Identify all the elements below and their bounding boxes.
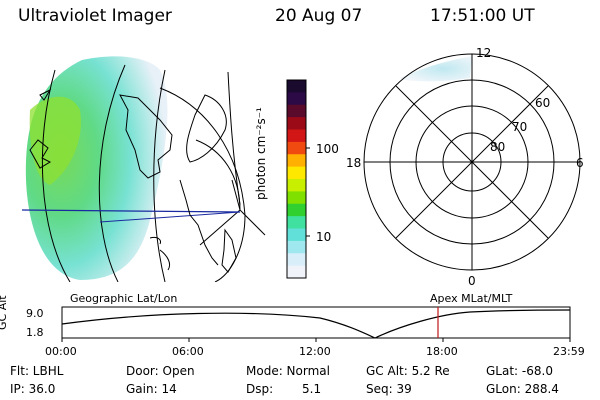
time-label: 17:51:00 UT: [430, 6, 535, 26]
footer-gain: Gain: 14: [126, 382, 177, 396]
polar-label-lat-70: 70: [512, 120, 528, 134]
footer-ip: IP: 36.0: [10, 382, 56, 396]
timeline-tick-0000: 00:00: [45, 345, 77, 358]
timeline-ymax: 9.0: [26, 307, 44, 320]
colorbar-label-100: 100: [316, 142, 339, 156]
colorbar-segment: [287, 228, 306, 242]
colorbar-segment: [287, 179, 306, 192]
colorbar-segment: [287, 240, 306, 254]
polar-label-mlt-12: 12: [476, 46, 492, 60]
footer-gc-alt: GC Alt: 5.2 Re: [366, 364, 450, 378]
colorbar-segment: [287, 203, 306, 217]
instrument-title: Ultraviolet Imager: [18, 6, 172, 26]
footer-glon: GLon: 288.4: [486, 382, 559, 396]
colorbar-segment: [287, 80, 306, 93]
colorbar-unit-label: photon cm⁻²s⁻¹: [254, 107, 268, 200]
colorbar-label-10: 10: [316, 230, 332, 244]
polar-label-lat-60: 60: [535, 96, 551, 110]
footer-mode: Mode: Normal: [246, 364, 330, 378]
colorbar-segment: [287, 253, 306, 267]
colorbar-segment: [287, 191, 306, 205]
footer-dsp-label: Dsp:: [246, 382, 274, 396]
altitude-curve: [61, 309, 571, 339]
colorbar-frame: [286, 79, 307, 279]
colorbar: [287, 80, 306, 279]
footer-flt: Flt: LBHL: [10, 364, 64, 378]
timeline-tick-0600: 06:00: [172, 345, 204, 358]
geographic-map: [22, 56, 266, 282]
footer-dsp-value: 5.1: [302, 382, 322, 396]
colorbar-segment: [287, 92, 306, 106]
colorbar-segment: [287, 117, 306, 131]
polar-label-mlt-0: 0: [468, 274, 476, 288]
polar-label-lat-80: 80: [490, 140, 506, 154]
colorbar-segment: [287, 141, 306, 155]
polar-label-mlt-6: 6: [576, 156, 584, 170]
colorbar-segment: [287, 216, 306, 230]
colorbar-segment: [287, 166, 306, 180]
polar-plot: [363, 53, 581, 271]
colorbar-segment: [287, 104, 306, 118]
footer-door: Door: Open: [126, 364, 195, 378]
colorbar-segment: [287, 265, 306, 279]
date-label: 20 Aug 07: [275, 6, 363, 26]
timeline-axis-label: GC Alt: [0, 295, 9, 330]
polar-label-mlt-18: 18: [346, 156, 362, 170]
geographic-label: Geographic Lat/Lon: [70, 292, 178, 305]
timeline-ymin: 1.8: [26, 326, 44, 339]
apex-label: Apex MLat/MLT: [430, 292, 513, 305]
footer-seq: Seq: 39: [366, 382, 412, 396]
colorbar-segment: [287, 129, 306, 143]
altitude-timeline: [61, 306, 571, 342]
timeline-tick-1200: 12:00: [299, 345, 331, 358]
timeline-tick-1800: 18:00: [426, 345, 458, 358]
colorbar-segment: [287, 154, 306, 168]
footer-glat: GLat: -68.0: [486, 364, 553, 378]
timeline-tick-2359: 23:59: [553, 345, 585, 358]
